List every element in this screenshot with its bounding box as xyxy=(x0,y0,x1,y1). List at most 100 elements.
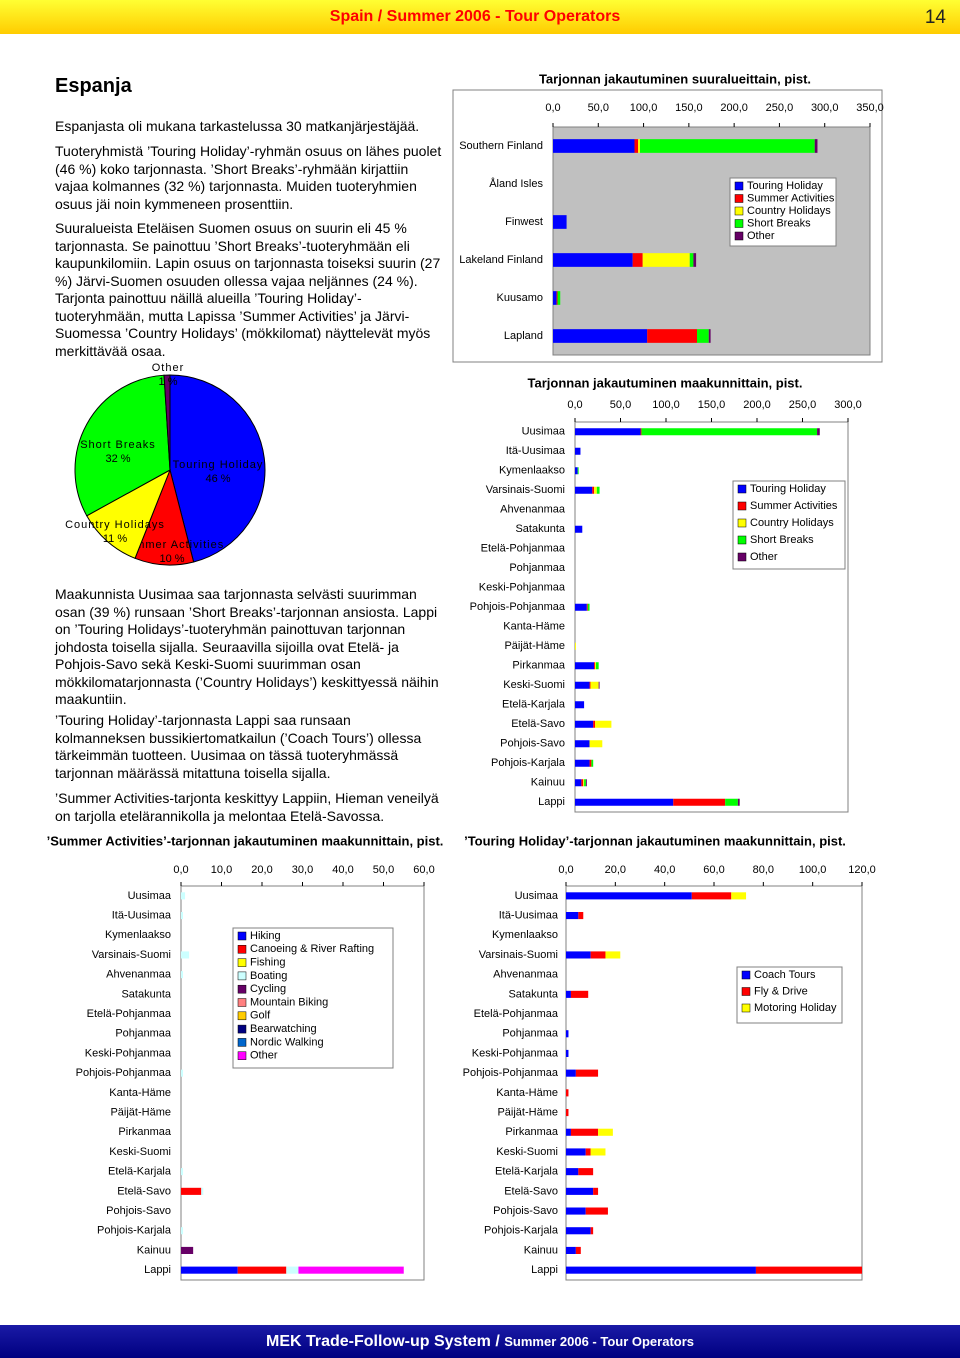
bar-segment xyxy=(570,1128,599,1136)
bar-segment xyxy=(632,253,643,267)
x-tick-label: 0,0 xyxy=(567,399,582,411)
legend-box xyxy=(729,177,837,247)
x-tick-label: 20,0 xyxy=(605,864,626,876)
x-tick-label: 0,0 xyxy=(558,864,573,876)
x-tick-label: 60,0 xyxy=(413,864,434,876)
bar-segment xyxy=(689,253,694,267)
x-tick-label: 200,0 xyxy=(743,399,771,411)
legend-swatch xyxy=(741,970,751,980)
legend-swatch xyxy=(741,1003,751,1013)
y-tick-label: Keski-Pohjanmaa xyxy=(479,582,566,594)
y-tick-label: Pohjanmaa xyxy=(502,1028,559,1040)
y-tick-label: Etelä-Pohjanmaa xyxy=(481,543,566,555)
legend-swatch xyxy=(737,501,747,511)
legend-swatch xyxy=(734,206,744,216)
bar-segment xyxy=(583,779,585,787)
legend-swatch xyxy=(237,971,247,981)
y-tick-label: Pohjanmaa xyxy=(509,562,566,574)
bar-segment xyxy=(181,1069,184,1077)
bar-segment xyxy=(575,603,587,611)
bar-segment xyxy=(638,139,640,153)
x-tick-label: 150,0 xyxy=(675,102,703,114)
pie-slice xyxy=(169,374,266,563)
bar-segment xyxy=(640,428,642,436)
legend-swatch xyxy=(734,219,744,228)
bar-segment xyxy=(605,951,621,959)
bar-segment xyxy=(566,1069,576,1077)
bar-segment xyxy=(596,486,600,494)
bar-segment xyxy=(708,329,711,343)
x-tick-label: 100,0 xyxy=(799,864,827,876)
legend-label: Summer Activities xyxy=(747,192,835,204)
x-tick-label: 10,0 xyxy=(211,864,232,876)
paragraph: ’Touring Holiday’-tarjonnasta Lappi saa … xyxy=(55,712,422,781)
header: Spain / Summer 2006 - Tour Operators 14 xyxy=(0,0,960,34)
bar-segment xyxy=(181,951,190,959)
y-tick-label: Kanta-Häme xyxy=(496,1087,558,1099)
bar-segment xyxy=(575,447,581,455)
legend-swatch xyxy=(237,1038,247,1047)
legend-label: Coach Tours xyxy=(754,969,816,981)
x-tick-label: 350,0 xyxy=(856,102,884,114)
chart-title: ’Touring Holiday’-tarjonnan jakautuminen… xyxy=(464,833,846,848)
bar-segment xyxy=(581,779,584,787)
bar-segment xyxy=(737,798,740,806)
x-tick-label: 200,0 xyxy=(720,102,748,114)
bar-segment xyxy=(642,253,690,267)
bar-segment xyxy=(556,291,558,305)
y-tick-label: Pirkanmaa xyxy=(118,1126,171,1138)
x-tick-label: 250,0 xyxy=(766,102,794,114)
x-tick-label: 0,0 xyxy=(545,102,560,114)
bar-segment xyxy=(566,1128,571,1136)
slice-label: Country Holidays xyxy=(65,519,165,531)
y-tick-label: Lappi xyxy=(144,1264,171,1276)
legend-label: Touring Holiday xyxy=(750,483,826,495)
legend-label: Motoring Holiday xyxy=(754,1002,837,1014)
legend-swatch xyxy=(237,1011,247,1021)
x-tick-label: 250,0 xyxy=(789,399,817,411)
bar-segment xyxy=(591,759,594,767)
legend-swatch xyxy=(737,518,747,528)
bar-segment xyxy=(566,1049,569,1057)
legend-swatch xyxy=(237,945,247,954)
y-tick-label: Uusimaa xyxy=(522,426,566,438)
y-tick-label: Uusimaa xyxy=(515,890,559,902)
y-tick-label: Pirkanmaa xyxy=(512,660,565,672)
legend-label: Boating xyxy=(250,970,287,982)
y-tick-label: Keski-Pohjanmaa xyxy=(472,1047,559,1059)
bar-segment xyxy=(575,525,583,533)
y-tick-label: Uusimaa xyxy=(128,890,172,902)
bar-segment xyxy=(575,428,641,436)
legend-swatch xyxy=(237,931,247,941)
legend-label: Hiking xyxy=(250,930,281,942)
bar-segment xyxy=(557,291,561,305)
y-tick-label: Etelä-Savo xyxy=(511,718,565,730)
y-tick-label: Itä-Uusimaa xyxy=(506,445,566,457)
heading: Espanja xyxy=(55,75,132,97)
legend-label: Other xyxy=(747,230,775,242)
y-tick-label: Kainuu xyxy=(524,1244,558,1256)
bar-segment xyxy=(575,759,590,767)
slice-label: Summer Activities xyxy=(120,539,224,551)
x-tick-label: 60,0 xyxy=(703,864,724,876)
y-tick-label: Lappi xyxy=(531,1264,558,1276)
y-tick-label: Pohjois-Savo xyxy=(493,1205,558,1217)
legend-swatch xyxy=(737,535,747,545)
bar-segment xyxy=(566,912,579,920)
bar-segment xyxy=(575,720,594,728)
bar-segment xyxy=(814,139,818,153)
x-tick-label: 100,0 xyxy=(652,399,680,411)
legend-label: Country Holidays xyxy=(750,517,834,529)
bar-segment xyxy=(589,740,603,748)
slice-value-label: 1 % xyxy=(159,376,178,388)
bar-segment xyxy=(553,253,633,267)
footer-main: MEK Trade-Follow-up System / xyxy=(265,1333,500,1350)
legend-label: Short Breaks xyxy=(747,217,811,229)
bar-segment xyxy=(639,139,815,153)
bar-segment xyxy=(237,1266,287,1274)
x-tick-label: 0,0 xyxy=(173,864,188,876)
bar-segment xyxy=(553,291,557,305)
bar-segment xyxy=(584,779,586,787)
